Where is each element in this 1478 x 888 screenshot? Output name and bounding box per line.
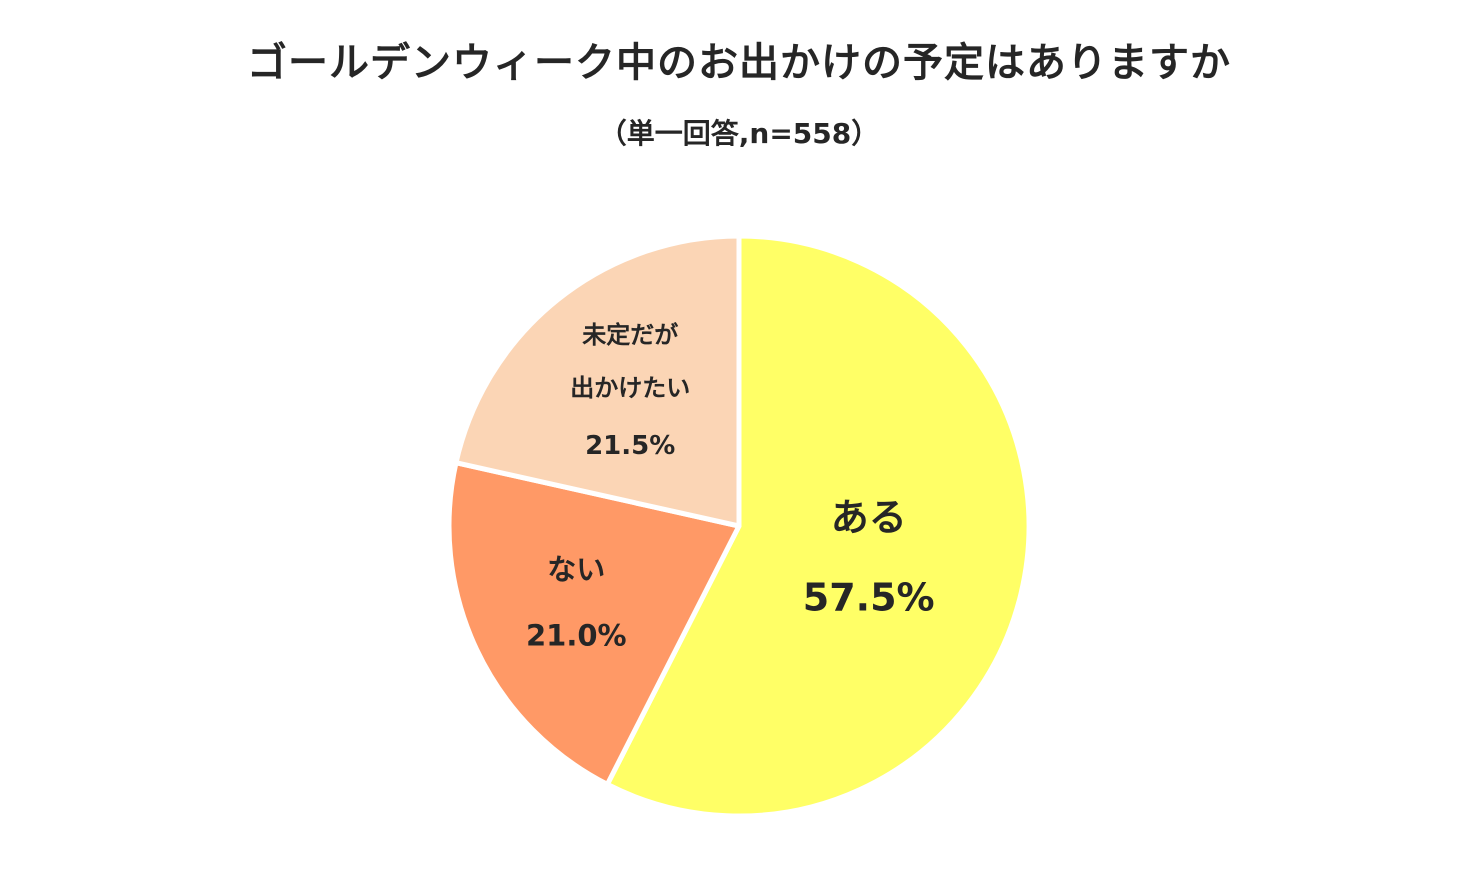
pie-slice-nai xyxy=(446,460,742,787)
pie-slices xyxy=(446,233,1032,819)
chart-subtitle: （単一回答,n=558） xyxy=(598,117,880,150)
slice-label-mitei-line-1: 未定だが xyxy=(582,321,678,349)
slice-label-mitei-line-2: 出かけたい xyxy=(570,374,690,402)
pie-slice-mitei xyxy=(453,233,742,529)
chart-title: ゴールデンウィーク中のお出かけの予定はありますか xyxy=(247,40,1231,86)
pie-slice-aru xyxy=(604,233,1032,819)
slice-value-mitei: 21.5% xyxy=(585,431,675,461)
slice-value-aru: 57.5% xyxy=(803,575,935,619)
slice-value-nai: 21.0% xyxy=(526,619,627,653)
slice-label-aru: ある xyxy=(831,495,907,539)
slice-label-nai: ない xyxy=(547,553,605,587)
